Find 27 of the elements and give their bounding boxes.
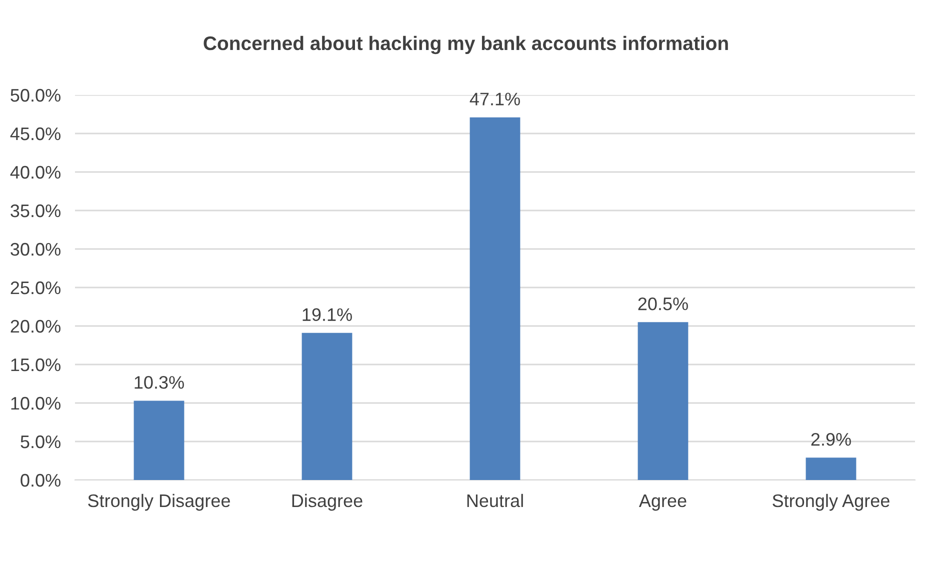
y-tick-label: 40.0% (10, 166, 60, 179)
y-tick-label: 50.0% (10, 88, 60, 102)
y-tick-label: 0.0% (20, 474, 60, 487)
text: 10.3% (134, 376, 184, 389)
y-tick-label: 20.0% (10, 320, 60, 333)
bar (806, 458, 856, 480)
text: 20.5% (638, 297, 688, 310)
bar (638, 322, 688, 480)
text: 47.1% (470, 92, 520, 106)
bar (470, 117, 520, 480)
x-tick-label: Strongly Disagree (88, 494, 230, 511)
y-tick-label: 15.0% (11, 358, 60, 372)
x-tick-label: Disagree (292, 494, 362, 511)
y-tick-label: 10.0% (11, 396, 60, 410)
bar (134, 400, 184, 480)
y-tick-label: 30.0% (10, 242, 60, 256)
x-tick-label: Neutral (467, 494, 523, 508)
text: 2.9% (811, 432, 851, 446)
y-tick-label: 35.0% (10, 204, 60, 218)
y-tick-label: 45.0% (10, 127, 60, 140)
y-tick-label: 25.0% (10, 281, 60, 294)
text: 19.1% (302, 308, 352, 322)
x-tick-label: Agree (638, 494, 686, 511)
x-tick-label: Strongly Agree (772, 494, 890, 511)
chart-title: Concerned about hacking my bank accounts information (204, 36, 728, 54)
y-tick-label: 5.0% (20, 435, 60, 448)
bar (302, 332, 352, 480)
